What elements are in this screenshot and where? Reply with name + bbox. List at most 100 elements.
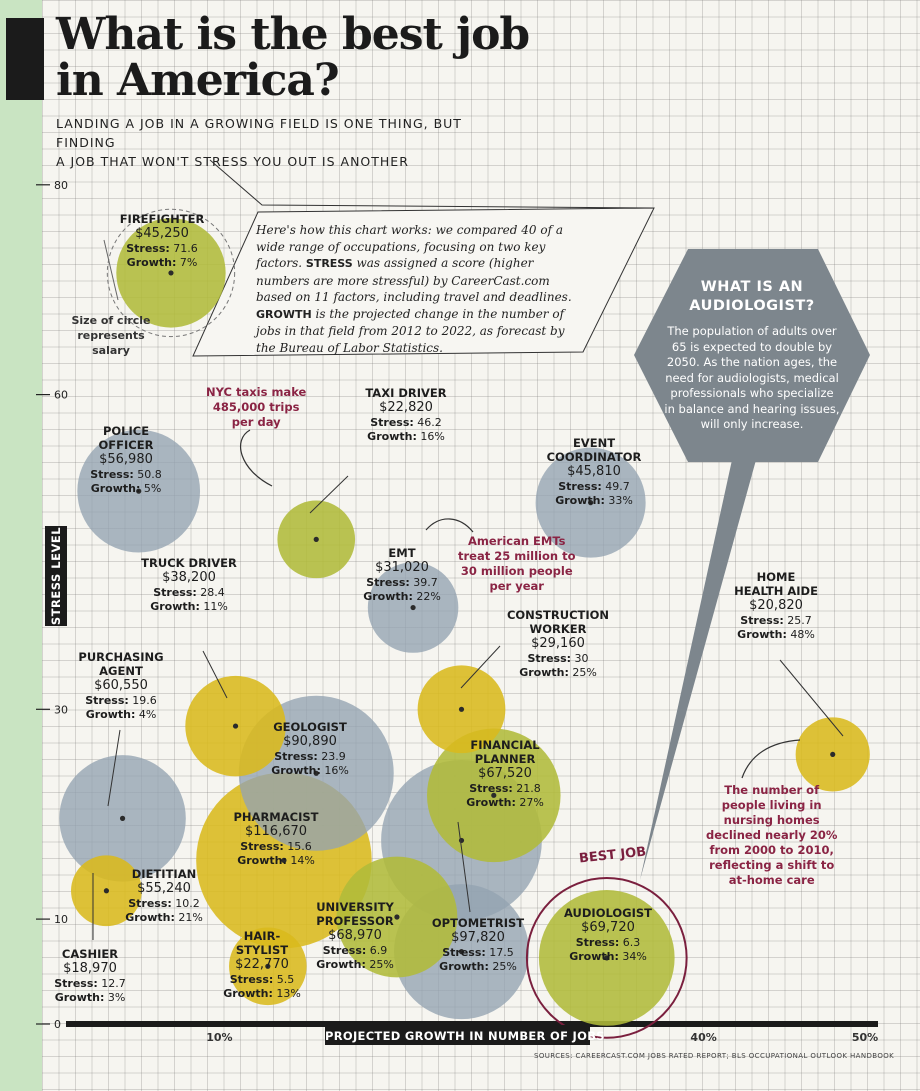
job-stress: Stress: 46.2 — [370, 416, 442, 429]
title-line-1: What is the best job — [56, 9, 530, 60]
job-stress: Stress: 19.6 — [85, 694, 157, 707]
job-salary: $22,820 — [379, 400, 433, 415]
emt-annotation-line-1: American EMTs — [467, 534, 566, 548]
job-stress: Stress: 21.8 — [469, 782, 541, 795]
job-salary: $69,720 — [581, 920, 635, 935]
job-label-truck-driver: TRUCK DRIVER $38,200 Stress: 28.4 Growth: 1… — [141, 556, 237, 614]
job-salary: $18,970 — [63, 961, 117, 976]
legend-pointer-line — [103, 239, 119, 301]
job-name-line: FINANCIAL — [470, 738, 540, 752]
x-axis-line — [66, 1021, 878, 1027]
size-legend: Size of circle represents salary — [56, 313, 166, 358]
job-growth: Growth: 7% — [126, 256, 198, 269]
job-stress: Stress: 6.3 — [575, 936, 641, 949]
emt-annotation-line-4: per year — [489, 579, 544, 593]
job-name-line: AUDIOLOGIST — [563, 906, 653, 920]
job-name-line: TRUCK DRIVER — [141, 556, 237, 570]
x-tick-label: 10% — [206, 1031, 232, 1044]
job-salary: $31,020 — [375, 560, 429, 575]
source-note: SOURCES: CAREERCAST.COM JOBS RATED REPOR… — [534, 1052, 895, 1060]
job-name-line: HAIR- — [243, 929, 281, 943]
job-name-line: UNIVERSITY — [316, 900, 394, 914]
audiologist-box-title-line-2: AUDIOLOGIST? — [689, 298, 815, 314]
optometrist-leader — [457, 821, 471, 913]
job-name-line: FIREFIGHTER — [119, 212, 205, 226]
job-growth: Growth: 14% — [237, 854, 315, 867]
job-name-line: OFFICER — [98, 438, 154, 452]
job-name: DIETITIAN — [125, 867, 203, 881]
job-stress: Stress: 50.8 — [90, 468, 162, 481]
job-growth: Growth: 27% — [466, 796, 544, 809]
job-name-line: STYLIST — [235, 943, 289, 957]
job-label-university-professor: UNIVERSITY PROFESSOR $68,970 Stress: 6.9 Gro… — [316, 900, 394, 972]
page-title: What is the best job in America? — [56, 9, 530, 104]
y-tick-label: 10 — [54, 913, 68, 926]
job-name-line: AGENT — [99, 664, 143, 678]
job-label-construction-worker: CONSTRUCTION WORKER $29,160 Stress: 30 Growt… — [507, 608, 609, 680]
home-annotation-line-3: nursing homes — [723, 813, 820, 827]
home-annotation-line-1: The number of — [724, 783, 820, 797]
taxi-leader — [309, 475, 349, 514]
home-annotation-line-5: from 2000 to 2010, — [709, 843, 834, 857]
job-label-cashier: CASHIER $18,970 Stress: 12.7 Growth: 3% — [54, 947, 126, 1005]
job-name-line: HEALTH AIDE — [734, 584, 818, 598]
job-name-line: PROFESSOR — [316, 914, 394, 928]
title-accent-bar — [6, 18, 44, 100]
job-stress: Stress: 23.9 — [274, 750, 346, 763]
job-salary: $20,820 — [749, 598, 803, 613]
job-name: EVENT COORDINATOR — [547, 436, 642, 464]
job-stress: Stress: 39.7 — [366, 576, 438, 589]
dot-emt — [410, 604, 416, 611]
dot-optometrist — [458, 837, 465, 844]
y-axis-label: STRESS LEVEL — [49, 526, 63, 626]
job-label-police-officer: POLICE OFFICER $56,980 Stress: 50.8 Growth: … — [90, 424, 162, 496]
job-salary: $45,810 — [567, 464, 621, 479]
y-axis-label-bar — [45, 526, 67, 626]
job-growth: Growth: 21% — [125, 911, 203, 924]
best-job-ring — [525, 877, 688, 1039]
job-label-dietitian: DIETITIAN $55,240 Stress: 10.2 Growth: 21% — [125, 867, 203, 925]
job-growth: Growth: 3% — [54, 991, 126, 1004]
x-tick-label: 40% — [690, 1031, 716, 1044]
truck-leader — [202, 650, 228, 699]
y-tick-label: 30 — [54, 703, 68, 716]
home-annotation-line-2: people living in — [721, 798, 822, 812]
job-stress: Stress: 28.4 — [153, 586, 225, 599]
job-name-line: CASHIER — [61, 947, 119, 961]
job-name-line: EVENT — [572, 436, 616, 450]
job-label-optometrist: OPTOMETRIST $97,820 Stress: 17.5 Growth: 25… — [432, 916, 524, 974]
job-name: PHARMACIST — [234, 810, 319, 824]
job-stress: Stress: 30 — [527, 652, 589, 665]
job-name: PURCHASING AGENT — [78, 650, 163, 678]
job-salary: $29,160 — [531, 636, 585, 651]
dot-dietitian — [394, 914, 400, 920]
job-name-line: DIETITIAN — [131, 867, 197, 881]
job-stress: Stress: 15.6 — [240, 840, 312, 853]
job-label-emt: EMT $31,020 Stress: 39.7 Growth: 22% — [363, 546, 441, 604]
audiologist-box-title-line-1: WHAT IS AN — [700, 279, 804, 295]
y-tick-label: 80 — [54, 179, 68, 192]
job-salary: $38,200 — [162, 570, 216, 585]
job-label-taxi-driver: TAXI DRIVER $22,820 Stress: 46.2 Growth: 16… — [365, 386, 446, 444]
job-growth: Growth: 25% — [439, 960, 517, 973]
home-annotation-line-4: declined nearly 20% — [706, 828, 838, 842]
note-stress-word: STRESS — [305, 257, 353, 270]
job-growth: Growth: 25% — [316, 958, 394, 971]
emt-annotation-arrow — [425, 518, 474, 533]
dot-financial-planner — [491, 792, 497, 798]
left-green-strip — [0, 0, 42, 1091]
job-stress: Stress: 49.7 — [558, 480, 630, 493]
job-name: POLICE OFFICER — [90, 424, 162, 452]
audiologist-box-title: WHAT IS AN AUDIOLOGIST? — [664, 278, 840, 316]
job-salary: $60,550 — [94, 678, 148, 693]
job-growth: Growth: 34% — [569, 950, 647, 963]
job-name: EMT — [363, 546, 441, 560]
job-growth: Growth: 4% — [85, 708, 157, 721]
job-name-line: OPTOMETRIST — [431, 916, 525, 930]
job-name-line: WORKER — [529, 622, 587, 636]
job-label-event-coordinator: EVENT COORDINATOR $45,810 Stress: 49.7 Growt… — [547, 436, 642, 508]
dot-geologist — [313, 770, 319, 776]
job-name: TRUCK DRIVER — [141, 556, 237, 570]
construction-leader — [460, 645, 501, 689]
home-annotation-line-7: at-home care — [728, 873, 815, 887]
